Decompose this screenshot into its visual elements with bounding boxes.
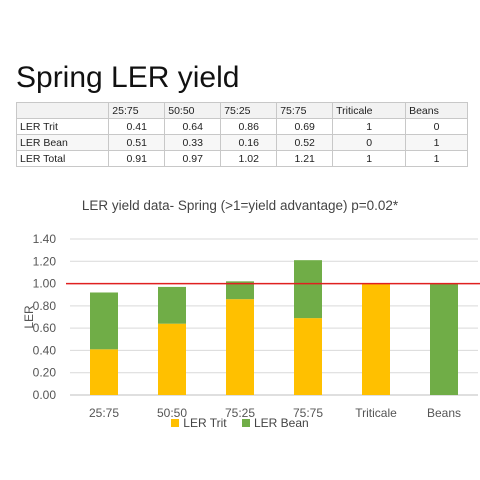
bar-ler-bean [430, 283, 458, 395]
x-tick-label: 25:75 [89, 406, 119, 420]
table-cell: 0.69 [276, 118, 334, 135]
legend-swatch-ler-trit [171, 419, 180, 427]
slide-title: Spring LER yield [16, 61, 240, 94]
table-cell: 0.86 [220, 118, 278, 135]
bar-ler-bean [294, 260, 322, 319]
bar-ler-bean [90, 292, 118, 350]
bar-ler-bean [226, 281, 254, 300]
table-row-label: LER Trit [15, 118, 110, 135]
x-tick-label: 50:50 [157, 406, 187, 420]
chart-legend: LER Trit LER Bean [0, 416, 480, 430]
table-cell: 1.21 [276, 150, 334, 167]
x-tick-label: Triticale [355, 406, 397, 420]
y-tick-label: 1.20 [33, 254, 57, 268]
y-tick-label: 1.40 [33, 232, 57, 246]
y-axis-label: LER [22, 305, 36, 329]
y-tick-label: 0.00 [33, 388, 57, 402]
ler-table-body: LER Trit 0.41 0.64 0.86 0.69 1 0 LER Bea… [15, 118, 468, 167]
table-cell: 1 [332, 150, 407, 167]
table-cell: 0.97 [164, 150, 222, 167]
y-tick-label: 1.00 [33, 277, 57, 291]
table-row: LER Bean 0.51 0.33 0.16 0.52 0 1 [15, 134, 468, 151]
table-row-label: LER Total [15, 150, 110, 167]
legend-item-ler-bean: LER Bean [241, 416, 309, 430]
table-cell: 0.33 [164, 134, 222, 151]
x-tick-label: Beans [427, 406, 461, 420]
x-tick-label: 75:75 [293, 406, 323, 420]
legend-label: LER Bean [253, 416, 309, 430]
table-row: LER Total 0.91 0.97 1.02 1.21 1 1 [15, 150, 468, 167]
table-cell: 0.91 [108, 150, 166, 167]
y-tick-label: 0.80 [33, 299, 57, 313]
bar-ler-trit [294, 318, 322, 395]
table-header-cell: Beans [405, 102, 468, 119]
bar-ler-trit [158, 323, 186, 395]
chart-title: LER yield data- Spring (>1=yield advanta… [81, 198, 399, 213]
table-cell: 0.64 [164, 118, 222, 135]
table-cell: 1 [332, 118, 407, 135]
bar-ler-trit [362, 283, 390, 395]
y-tick-label: 0.40 [33, 343, 57, 357]
y-tick-label: 0.60 [33, 321, 57, 335]
x-tick-label: 75:25 [225, 406, 255, 420]
bar-ler-trit [90, 349, 118, 395]
ler-table: 25:75 50:50 75:25 75:75 Triticale Beans … [15, 102, 468, 167]
legend-label: LER Trit [183, 416, 227, 430]
bar-ler-trit [226, 299, 254, 395]
table-cell: 0 [405, 118, 468, 135]
table-cell: 1 [405, 150, 468, 167]
legend-swatch-ler-bean [241, 419, 250, 427]
table-cell: 1.02 [220, 150, 278, 167]
table-row: LER Trit 0.41 0.64 0.86 0.69 1 0 [15, 118, 468, 135]
bar-ler-bean [158, 286, 186, 324]
legend-item-ler-trit: LER Trit [171, 416, 227, 430]
table-header-cell: Triticale [332, 102, 407, 119]
y-tick-label: 0.20 [33, 366, 57, 380]
table-cell: 0.41 [108, 118, 166, 135]
table-header-cell: 75:75 [276, 102, 334, 119]
